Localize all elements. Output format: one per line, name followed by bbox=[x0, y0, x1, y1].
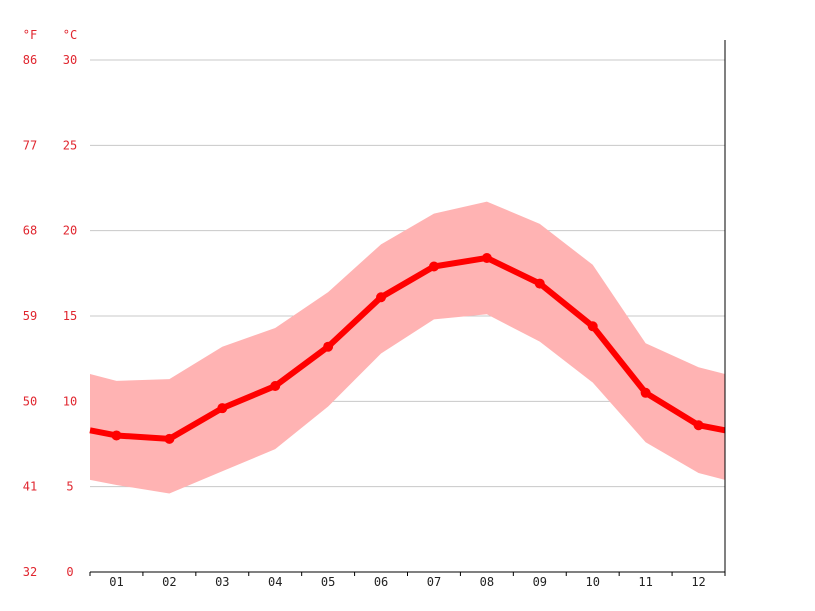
data-point bbox=[587, 321, 598, 332]
x-tick-label: 10 bbox=[585, 575, 599, 589]
y-tick-label-fahrenheit: 50 bbox=[23, 394, 37, 408]
y-axis-celsius: 0 5 10 15 20 25 30 bbox=[63, 53, 77, 579]
data-point bbox=[323, 341, 334, 352]
series-line bbox=[89, 254, 726, 442]
x-tick-label: 09 bbox=[533, 575, 547, 589]
y-tick-label-fahrenheit: 59 bbox=[23, 309, 37, 323]
x-tick-label: 04 bbox=[268, 575, 282, 589]
x-axis-ticks bbox=[89, 572, 726, 576]
y-tick-label-fahrenheit: 41 bbox=[23, 480, 37, 494]
y-tick-label-celsius: 5 bbox=[66, 480, 73, 494]
data-point bbox=[217, 403, 228, 414]
data-point bbox=[270, 380, 281, 391]
y-tick-label-fahrenheit: 86 bbox=[23, 53, 37, 67]
y-tick-label-fahrenheit: 68 bbox=[23, 224, 37, 238]
x-tick-label: 11 bbox=[638, 575, 652, 589]
data-point bbox=[693, 420, 704, 431]
data-point bbox=[481, 252, 492, 263]
x-tick-label: 08 bbox=[480, 575, 494, 589]
x-tick-label: 06 bbox=[374, 575, 388, 589]
fahrenheit-unit-label: °F bbox=[23, 28, 37, 42]
x-tick-label: 05 bbox=[321, 575, 335, 589]
data-point bbox=[111, 430, 122, 441]
y-tick-label-celsius: 10 bbox=[63, 394, 77, 408]
y-tick-label-fahrenheit: 77 bbox=[23, 138, 37, 152]
data-point bbox=[640, 387, 651, 398]
x-axis-labels: 01 02 03 04 05 06 07 08 09 10 11 12 bbox=[109, 575, 706, 589]
y-tick-label-fahrenheit: 32 bbox=[23, 565, 37, 579]
data-point bbox=[428, 261, 439, 272]
x-tick-label: 03 bbox=[215, 575, 229, 589]
y-axis-fahrenheit: 32 41 50 59 68 77 86 bbox=[23, 53, 37, 579]
data-point bbox=[534, 278, 545, 289]
y-tick-label-celsius: 25 bbox=[63, 138, 77, 152]
y-tick-label-celsius: 15 bbox=[63, 309, 77, 323]
x-tick-label: 07 bbox=[427, 575, 441, 589]
series-points bbox=[111, 252, 704, 444]
temperature-range-band bbox=[90, 201, 725, 494]
y-tick-label-celsius: 20 bbox=[63, 224, 77, 238]
x-tick-label: 02 bbox=[162, 575, 176, 589]
data-point bbox=[376, 292, 387, 303]
celsius-unit-label: °C bbox=[63, 28, 77, 42]
data-point bbox=[164, 433, 175, 444]
x-tick-label: 01 bbox=[109, 575, 123, 589]
y-tick-label-celsius: 0 bbox=[66, 565, 73, 579]
x-tick-label: 12 bbox=[691, 575, 705, 589]
y-tick-label-celsius: 30 bbox=[63, 53, 77, 67]
